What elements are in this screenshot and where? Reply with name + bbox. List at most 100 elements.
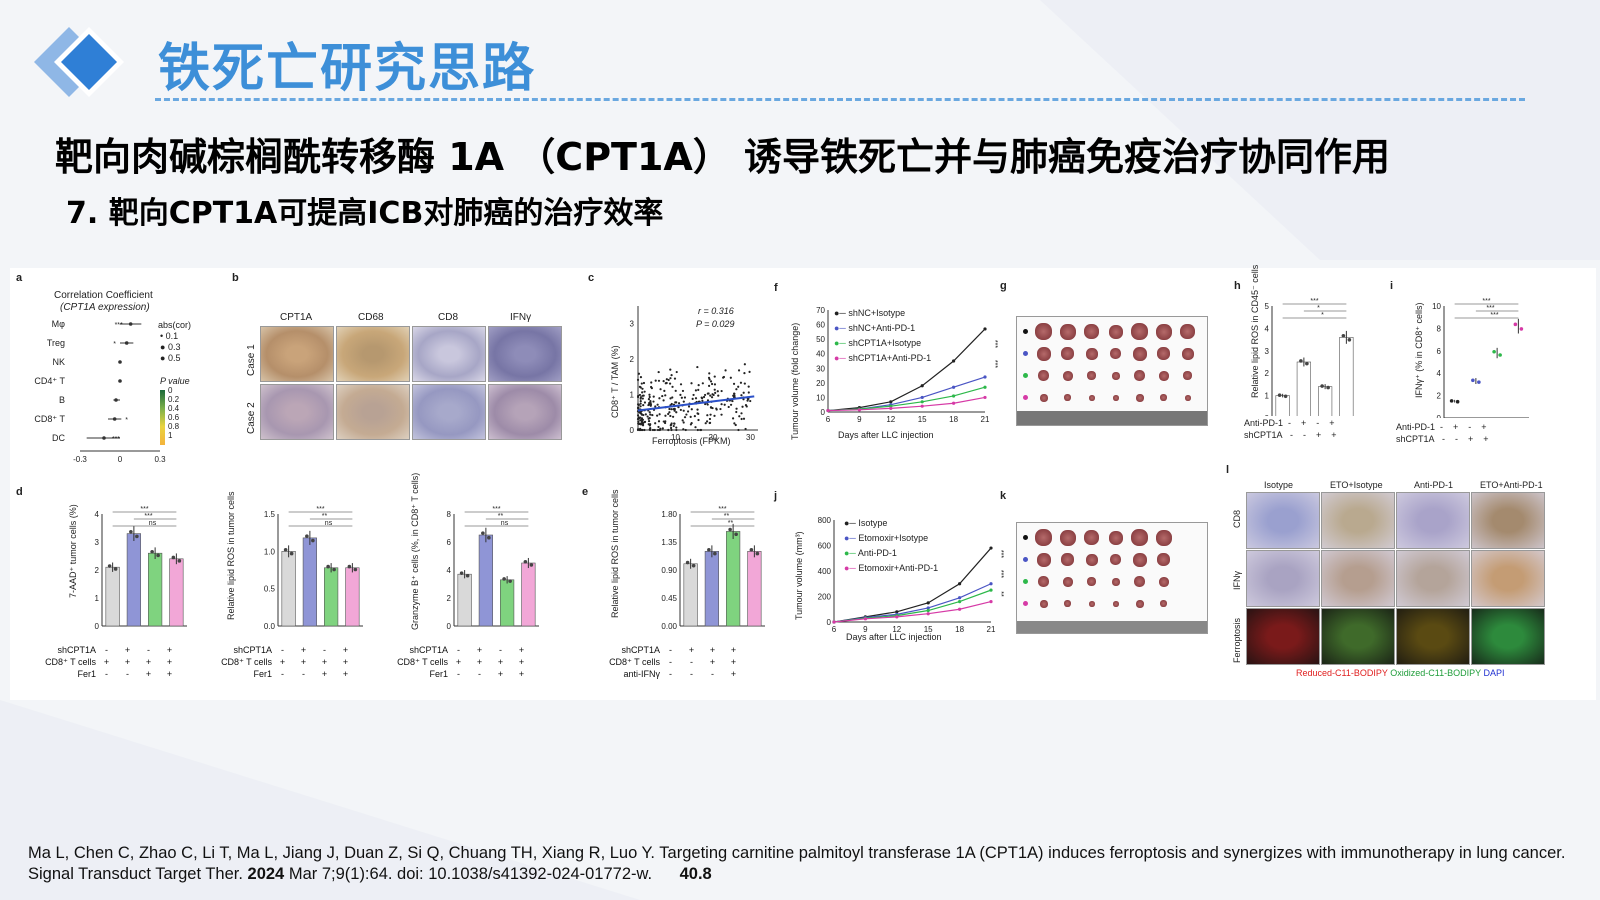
y-tick-label: 6 — [447, 538, 452, 547]
x-tick-label: 18 — [949, 415, 958, 424]
data-point — [708, 421, 711, 425]
data-point — [708, 417, 712, 421]
data-point — [663, 389, 666, 392]
panel-d-bar-chart-1: 0 1 2 3 4 ******ns — [95, 506, 187, 631]
regression-line — [637, 395, 755, 412]
condition-row: CD8⁺ T cells + + + + — [45, 657, 173, 667]
group-dot — [1023, 535, 1028, 540]
data-point — [715, 408, 718, 411]
series-point — [983, 385, 987, 389]
microscopy-image — [1471, 608, 1545, 665]
data-point — [672, 415, 675, 418]
data-point — [708, 372, 711, 375]
data-point — [1326, 385, 1330, 390]
data-point — [667, 412, 670, 416]
significance-label: *** — [991, 360, 998, 368]
data-point — [636, 414, 640, 417]
data-point — [669, 426, 673, 430]
y-tick-label: 1.80 — [661, 510, 677, 519]
y-tick-label: 0 — [821, 408, 826, 417]
y-tick-label: 0.0 — [264, 622, 276, 631]
data-point — [709, 413, 712, 416]
y-tick-label: 4 — [1265, 324, 1270, 333]
tumor-specimen — [1135, 393, 1144, 402]
row-label: DC — [52, 433, 65, 443]
bar — [704, 551, 719, 627]
data-point — [709, 394, 712, 397]
significance-label: ns — [325, 520, 333, 527]
data-point — [1513, 322, 1518, 327]
data-point — [697, 418, 700, 422]
significance-label: *** — [492, 506, 500, 513]
bar — [478, 534, 493, 627]
y-tick-label: 0 — [1265, 414, 1270, 416]
data-point — [669, 368, 672, 371]
data-point — [653, 428, 656, 432]
significance-label: *** — [997, 550, 1004, 558]
data-point — [668, 407, 671, 411]
series-point — [832, 620, 836, 624]
data-point — [745, 405, 748, 408]
x-tick-label: 6 — [826, 415, 831, 424]
data-point — [684, 428, 687, 432]
data-point — [1492, 349, 1496, 354]
condition-table: shCPT1A - + - + CD8⁺ T cells + + + + Fer1- - + + — [38, 644, 180, 680]
data-point — [707, 548, 711, 552]
data-point — [150, 549, 154, 554]
data-point — [523, 559, 528, 564]
y-tick-label: 0.00 — [661, 622, 677, 631]
x-tick-label: -0.3 — [73, 455, 87, 464]
data-point — [669, 397, 672, 400]
data-point — [670, 402, 673, 406]
panel-c-scatter-plot: 10 20 30 0 1 2 3 — [630, 306, 758, 442]
data-point — [673, 377, 677, 380]
panel-a-label: a — [16, 272, 23, 284]
title-divider — [155, 98, 1525, 101]
panel-a-forest-plot: Mφ *** Treg * NK CD4⁺ T B CD8⁺ T * DC *** -0.3 0 0.3 — [34, 319, 166, 464]
y-tick-label: 600 — [818, 542, 832, 551]
bar — [105, 566, 120, 627]
tumor-specimen — [1157, 347, 1170, 360]
significance-label: ** — [724, 513, 730, 520]
series-point — [958, 607, 962, 611]
data-point — [107, 564, 112, 568]
data-point — [654, 405, 657, 408]
data-point — [675, 370, 678, 374]
panel-c-ylabel: CD8⁺ T / TAM (%) — [610, 345, 620, 418]
tumor-specimen — [1061, 553, 1074, 566]
tumor-specimen — [1085, 347, 1098, 360]
data-point — [671, 385, 674, 388]
significance-label: *** — [316, 506, 324, 513]
panel-l-row-label: IFNγ — [1232, 571, 1242, 590]
data-point — [701, 382, 704, 385]
tumor-specimen — [1160, 600, 1167, 607]
ihc-image — [412, 384, 486, 440]
panel-d-bar-chart-3: 0 2 4 6 8 *****ns — [447, 506, 539, 631]
condition-row: shCPT1A - + + + — [621, 645, 737, 655]
panel-d-ylabel: 7-AAD⁺ tumor cells (%) — [68, 504, 78, 598]
data-point — [636, 403, 640, 406]
subheadline: 7. 靶向CPT1A可提高ICB对肺癌的治疗效率 — [66, 196, 664, 231]
y-tick-label: 4 — [95, 510, 100, 519]
significance-label: *** — [1310, 298, 1318, 305]
data-point — [1341, 333, 1346, 338]
significance-label: *** — [140, 506, 148, 513]
significance-label: ns — [501, 520, 509, 527]
tumor-photo — [1016, 316, 1208, 426]
series-point — [857, 408, 861, 412]
x-tick-label: 0.3 — [154, 455, 166, 464]
tumor-specimen — [1038, 370, 1049, 381]
y-tick-label: 0.45 — [661, 594, 677, 603]
data-point — [639, 376, 643, 379]
data-point — [731, 417, 735, 420]
tumor-specimen — [1084, 530, 1099, 545]
series-point — [952, 385, 956, 389]
panel-b-col-label: CD68 — [358, 312, 384, 323]
condition-row: CD8⁺ T cells + + + + — [397, 657, 525, 667]
group-dot — [1023, 557, 1028, 562]
tumor-specimen — [1038, 576, 1049, 587]
significance-label: *** — [1486, 305, 1494, 312]
data-point — [733, 422, 736, 425]
data-point — [637, 372, 641, 375]
data-point — [735, 410, 738, 414]
